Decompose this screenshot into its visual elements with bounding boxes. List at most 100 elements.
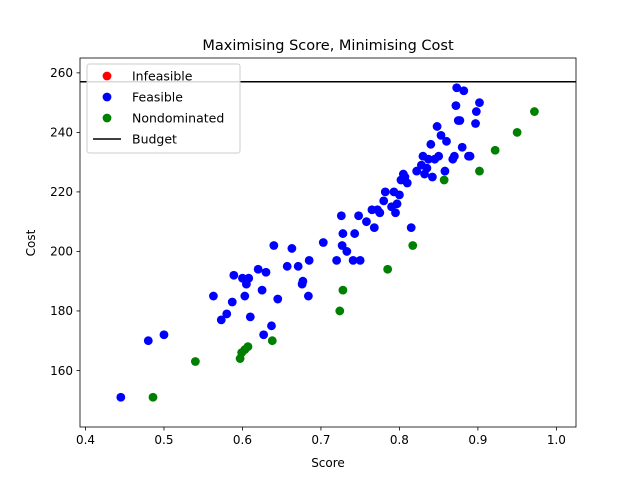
legend-feasible-label: Feasible [132, 90, 183, 105]
feasible-point [273, 294, 283, 304]
feasible-point [434, 151, 444, 161]
feasible-point [267, 321, 276, 331]
nondominated-point [267, 336, 277, 346]
y-tick-label: 200 [50, 245, 73, 259]
feasible-point [380, 187, 390, 197]
feasible-point [412, 166, 422, 176]
feasible-point [355, 255, 365, 265]
feasible-point [424, 154, 433, 164]
plot-frame [79, 57, 577, 428]
feasible-point [282, 261, 292, 271]
feasible-point [342, 247, 352, 256]
nondominated-point [490, 145, 500, 155]
x-tick-label: 0.6 [233, 433, 252, 447]
y-axis: 160 180 200 220 240 260 [50, 66, 80, 378]
feasible-point [229, 270, 239, 280]
feasible-point [337, 241, 347, 250]
x-tick-label: 0.7 [311, 433, 330, 447]
x-tick-label: 0.9 [468, 433, 487, 447]
feasible-point [209, 291, 218, 301]
feasible-point [245, 312, 255, 322]
x-tick-label: 0.4 [76, 433, 95, 447]
feasible-point [362, 217, 371, 227]
feasible-point [227, 297, 237, 307]
feasible-point [440, 166, 450, 176]
nondominated-point [338, 285, 348, 295]
feasible-point [427, 172, 437, 182]
legend-infeasible-label: Infeasible [132, 69, 193, 84]
legend-infeasible-swatch [102, 71, 112, 81]
feasible-point [422, 163, 432, 173]
feasible-point [159, 330, 169, 340]
feasible-point [426, 139, 436, 149]
feasible-point [222, 309, 232, 319]
feasible-point [336, 211, 346, 221]
nondominated-point [439, 175, 449, 185]
chart-title: Maximising Score, Minimising Cost [202, 38, 454, 54]
feasible-point [436, 130, 446, 140]
x-tick-label: 0.8 [390, 433, 409, 447]
feasible-point [452, 83, 462, 93]
feasible-point [379, 196, 389, 206]
feasible-point [116, 392, 126, 402]
feasible-point [432, 122, 442, 131]
y-axis-label: Cost [24, 229, 38, 256]
feasible-point [459, 86, 469, 96]
nondominated-point [512, 127, 522, 137]
feasible-point [304, 255, 314, 265]
feasible-point [406, 223, 416, 233]
feasible-point [338, 229, 348, 238]
feasible-point [287, 244, 297, 253]
x-axis-label: Score [311, 456, 345, 470]
nondominated-point [148, 392, 158, 402]
nondominated-point [408, 241, 418, 250]
feasible-point [303, 291, 313, 301]
nondominated-point [335, 306, 345, 316]
y-tick-label: 180 [50, 304, 73, 318]
x-axis: 0.4 0.5 0.6 0.7 0.8 0.9 1.0 [76, 427, 566, 447]
y-tick-label: 160 [50, 364, 73, 378]
feasible-point [293, 261, 303, 271]
x-tick-label: 0.5 [154, 433, 173, 447]
legend-feasible-swatch [102, 92, 112, 102]
nondominated-point [383, 264, 393, 274]
x-tick-label: 1.0 [547, 433, 566, 447]
feasible-point [240, 291, 250, 301]
legend-budget-label: Budget [132, 132, 177, 147]
feasible-point [442, 136, 451, 146]
feasible-point [392, 199, 402, 209]
feasible-point [261, 267, 271, 277]
feasible-point [457, 142, 467, 152]
feasible-point [395, 190, 404, 200]
nondominated-point [475, 166, 484, 176]
feasible-point [332, 255, 342, 265]
feasible-point [451, 101, 461, 111]
points-layer [116, 83, 539, 402]
feasible-point [402, 178, 412, 188]
feasible-point [216, 315, 226, 325]
feasible-point [375, 208, 385, 218]
legend: Infeasible Feasible Nondominated Budget [86, 63, 241, 154]
feasible-point [350, 229, 360, 238]
feasible-point [298, 276, 308, 286]
legend-nondominated-label: Nondominated [132, 111, 224, 126]
feasible-point [259, 330, 269, 340]
legend-box [86, 63, 241, 154]
feasible-point [348, 255, 358, 265]
feasible-point [471, 119, 480, 128]
feasible-point [369, 223, 379, 233]
feasible-point [455, 116, 465, 125]
legend-nondominated-swatch [102, 113, 112, 123]
y-tick-label: 240 [50, 126, 73, 140]
nondominated-point [243, 342, 253, 352]
feasible-point [253, 264, 263, 274]
y-tick-label: 260 [50, 66, 73, 80]
feasible-point [471, 107, 481, 116]
feasible-point [391, 208, 400, 218]
feasible-point [449, 151, 459, 161]
feasible-point [465, 151, 475, 161]
nondominated-point [530, 107, 539, 116]
feasible-point [354, 211, 364, 221]
feasible-point [269, 241, 279, 250]
